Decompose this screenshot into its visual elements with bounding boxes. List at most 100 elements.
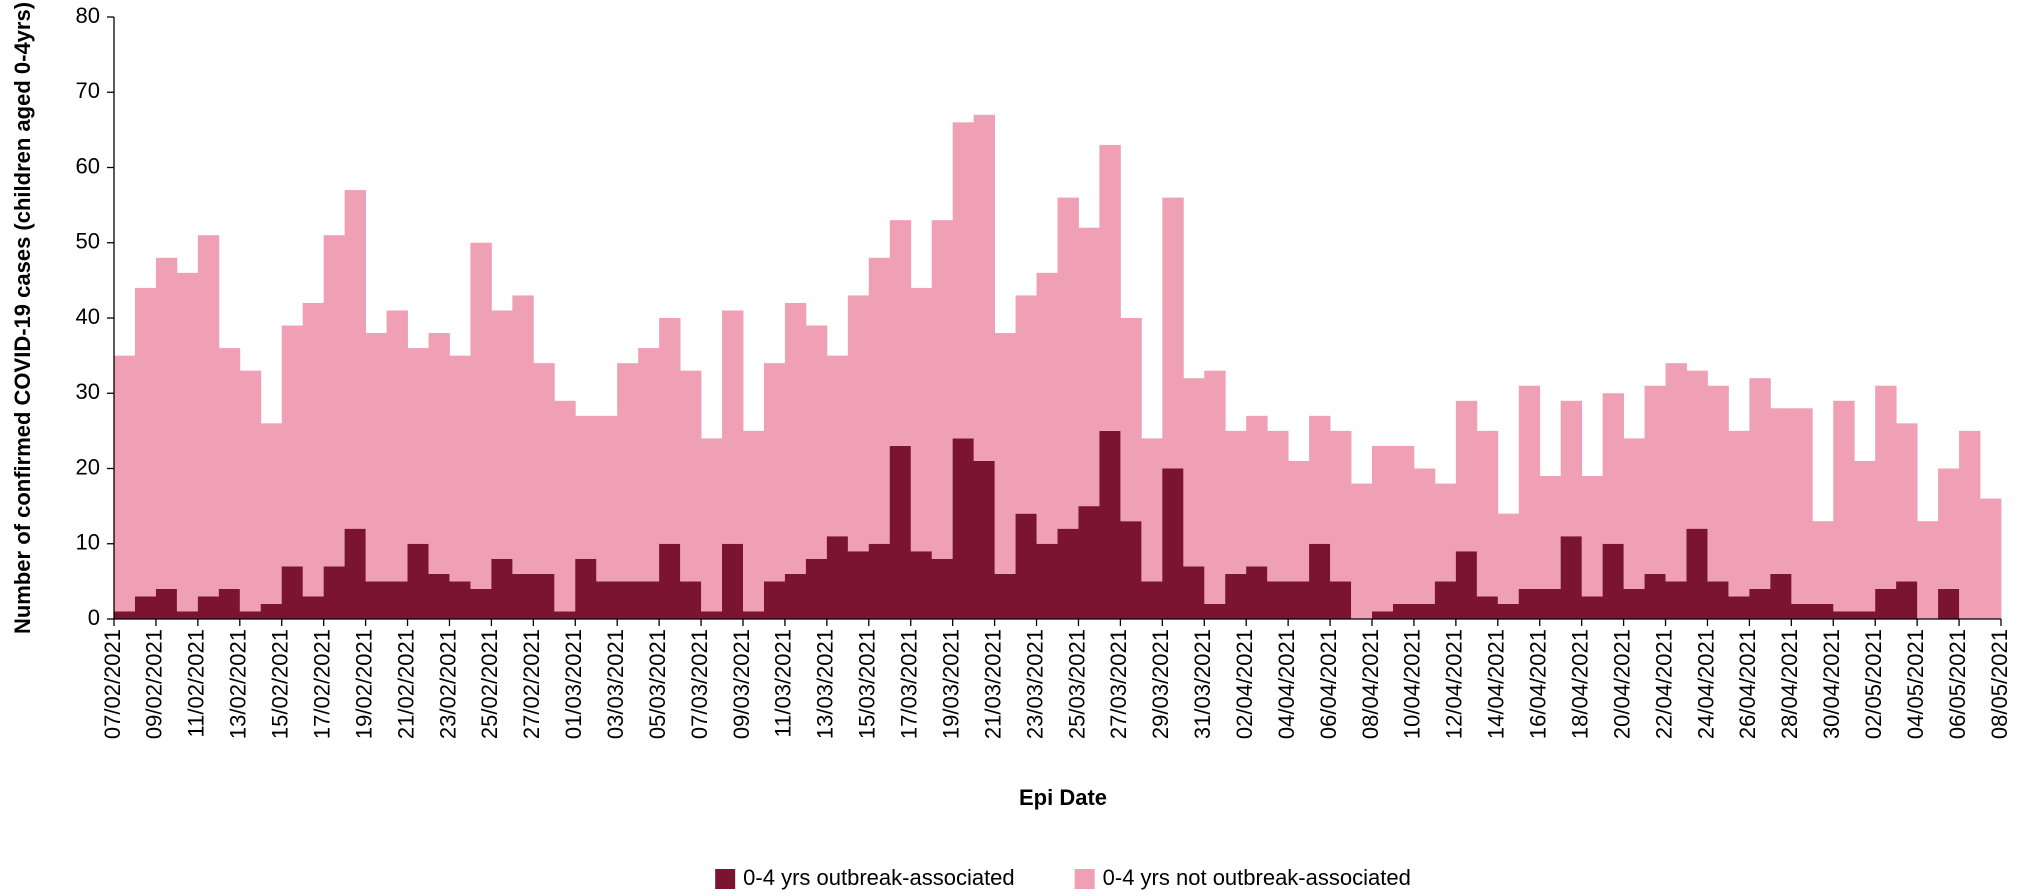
x-tick-label: 24/04/2021	[1693, 629, 1718, 739]
bar-segment	[1896, 581, 1918, 619]
bar-segment	[281, 566, 304, 619]
bar-segment	[533, 573, 555, 619]
bar-segment	[1246, 566, 1268, 619]
x-tick-label: 07/02/2021	[100, 629, 125, 739]
bar-segment	[1330, 430, 1352, 582]
bar-segment	[1980, 498, 2002, 619]
bar-segment	[868, 257, 891, 544]
bar-segment	[260, 603, 283, 619]
bar-segment	[1644, 573, 1666, 619]
bar-segment	[197, 596, 220, 619]
x-tick-label: 23/02/2021	[435, 629, 460, 739]
bar-segment	[1413, 603, 1436, 619]
x-tick-label: 09/03/2021	[729, 629, 754, 739]
bar-segment	[1833, 400, 1855, 612]
bar-segment	[743, 430, 765, 612]
x-tick-label: 10/04/2021	[1400, 629, 1425, 739]
x-tick-label: 06/04/2021	[1316, 629, 1341, 739]
bar-segment	[1644, 385, 1666, 574]
bar-segment	[659, 543, 681, 619]
bar-segment	[134, 287, 157, 597]
bar-segment	[449, 581, 471, 619]
bar-segment	[1288, 581, 1310, 619]
bar-segment	[1518, 588, 1541, 619]
bar-segment	[743, 611, 765, 619]
bar-segment	[575, 558, 597, 619]
bar-segment	[1183, 566, 1205, 619]
y-axis-title: Number of confirmed COVID-19 cases (chil…	[10, 2, 35, 634]
x-tick-label: 23/03/2021	[1022, 629, 1047, 739]
bar-segment	[554, 611, 576, 619]
x-tick-label: 25/03/2021	[1064, 629, 1089, 739]
bar-segment	[1728, 430, 1750, 597]
bar-segment	[889, 220, 912, 446]
bar-segment	[1854, 611, 1876, 619]
bar-segment	[1288, 460, 1310, 582]
x-tick-label: 17/03/2021	[897, 629, 922, 739]
bar-segment	[407, 543, 429, 619]
bar-segment	[218, 588, 241, 619]
bar-segment	[1036, 272, 1058, 544]
bar-segment	[680, 581, 702, 619]
bar-segment	[1791, 603, 1813, 619]
bar-segment	[680, 370, 702, 582]
x-tick-label: 25/02/2021	[477, 629, 502, 739]
y-tick-label: 10	[76, 530, 100, 555]
bar-segment	[1812, 603, 1834, 619]
bar-segment	[1518, 385, 1541, 589]
x-tick-label: 21/02/2021	[393, 629, 418, 739]
bar-segment	[323, 235, 346, 567]
bar-segment	[1413, 468, 1436, 604]
x-tick-label: 01/03/2021	[561, 629, 586, 739]
bar-segment	[1162, 468, 1184, 619]
bar-segment	[1623, 438, 1645, 589]
bar-segment	[1665, 363, 1687, 582]
bar-segment	[1392, 445, 1415, 604]
bar-segment	[1309, 543, 1331, 619]
bar-segment	[1770, 408, 1792, 574]
bar-segment	[1225, 573, 1247, 619]
x-tick-label: 13/03/2021	[813, 629, 838, 739]
bar-segment	[1812, 521, 1834, 604]
bar-segment	[1938, 588, 1960, 619]
bar-segment	[1539, 588, 1562, 619]
bar-segment	[826, 536, 849, 619]
bar-segment	[1896, 423, 1918, 582]
y-tick-label: 30	[76, 379, 100, 404]
bar-segment	[1665, 581, 1687, 619]
bar-segment	[1015, 295, 1037, 514]
x-tick-label: 15/03/2021	[855, 629, 880, 739]
x-tick-label: 17/02/2021	[309, 629, 334, 739]
bar-segment	[1770, 573, 1792, 619]
bar-segment	[218, 348, 241, 589]
bar-segment	[1267, 430, 1289, 582]
bar-segment	[722, 310, 744, 544]
bar-segment	[659, 318, 681, 544]
x-tick-label: 27/03/2021	[1106, 629, 1131, 739]
bar-segment	[449, 355, 471, 582]
bar-segment	[1623, 588, 1645, 619]
bar-segment	[1707, 581, 1729, 619]
bar-segment	[1455, 400, 1478, 552]
bar-segment	[617, 581, 639, 619]
x-tick-label: 15/02/2021	[268, 629, 293, 739]
bar-segment	[868, 543, 891, 619]
bar-segment	[281, 325, 304, 567]
bar-segment	[1183, 378, 1205, 567]
bar-segment	[931, 220, 954, 559]
bar-segment	[617, 363, 639, 582]
x-tick-label: 08/05/2021	[1987, 629, 2012, 739]
y-tick-label: 50	[76, 229, 100, 254]
bar-segment	[155, 257, 178, 589]
y-tick-label: 80	[76, 3, 100, 28]
bar-segment	[302, 302, 325, 597]
bar-segment	[1875, 385, 1897, 589]
bar-segment	[407, 348, 429, 544]
bar-segment	[1309, 415, 1331, 544]
bar-segment	[1351, 483, 1373, 619]
bar-segment	[1204, 370, 1226, 604]
legend-swatch	[715, 869, 736, 889]
x-tick-label: 08/04/2021	[1358, 629, 1383, 739]
bar-segment	[701, 611, 723, 619]
legend-item: 0-4 yrs outbreak-associated	[715, 865, 1015, 890]
